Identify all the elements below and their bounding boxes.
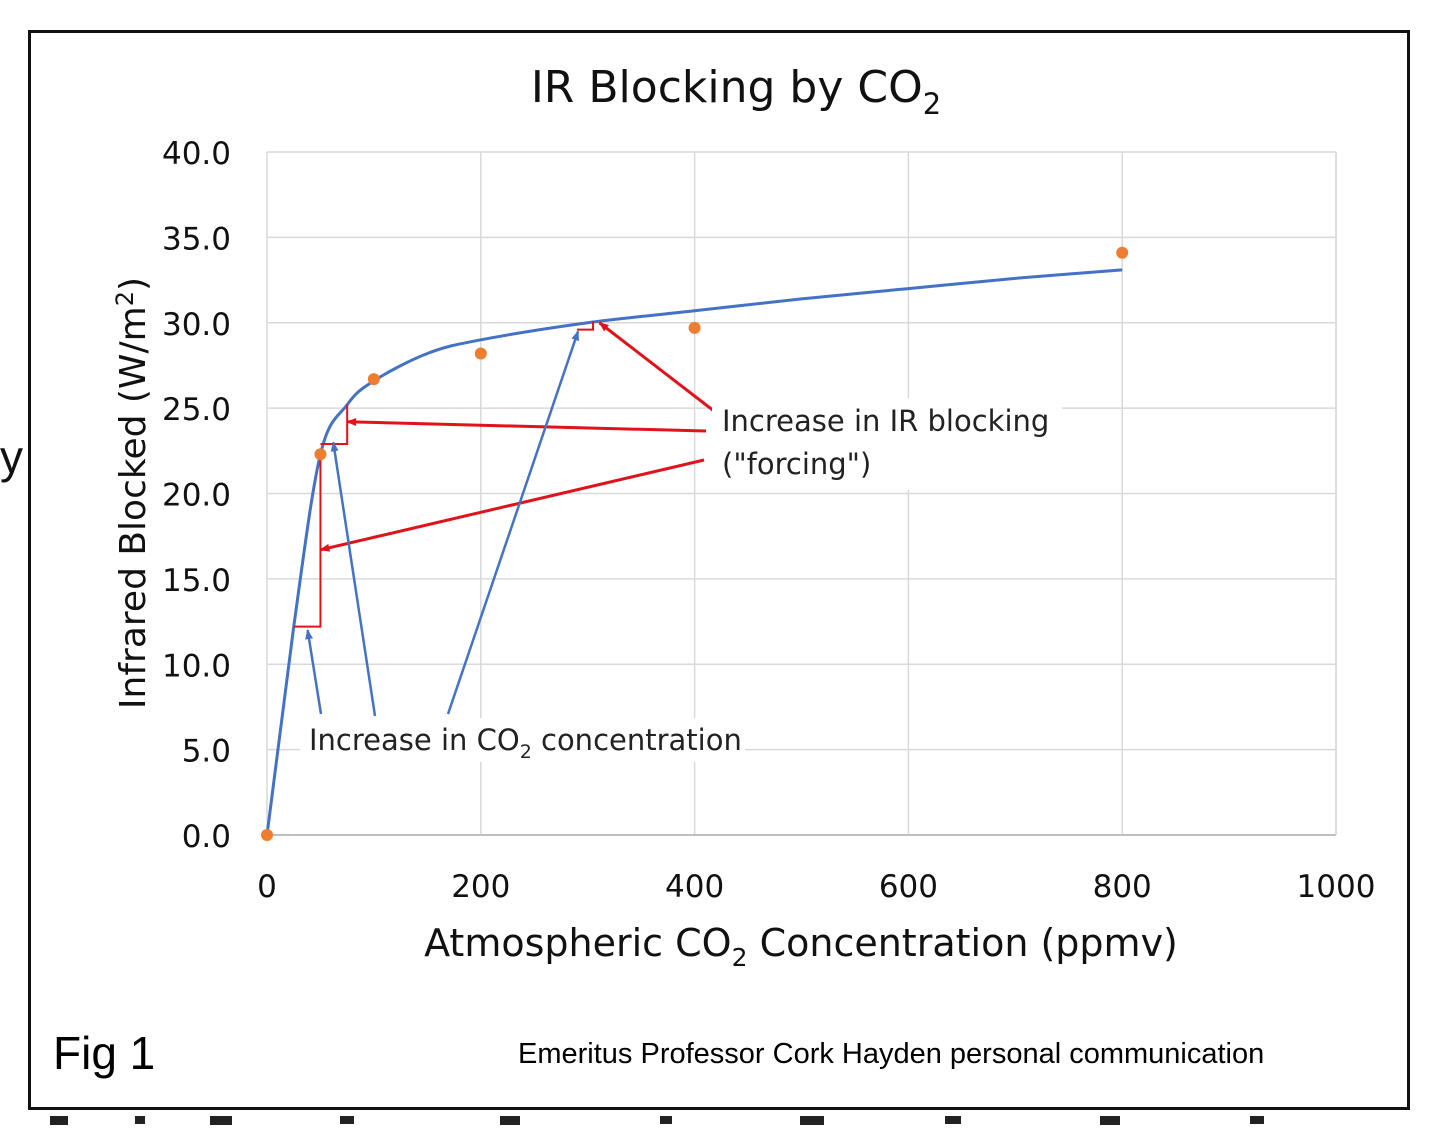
y-tick-label: 20.0 [162, 478, 231, 514]
x-axis-title-subscript: 2 [732, 943, 748, 972]
x-tick-label: 800 [1093, 869, 1152, 905]
forcing-step [577, 321, 595, 331]
x-tick-label: 400 [665, 869, 724, 905]
chart-title-main: IR Blocking by CO [531, 62, 923, 113]
data-point [261, 829, 273, 841]
data-point [688, 321, 701, 334]
data-point [367, 373, 380, 386]
x-axis-title-prefix: Atmospheric CO [424, 921, 731, 965]
y-tick-label: 40.0 [162, 136, 231, 172]
cropped-text-fragment [50, 1116, 1264, 1125]
arrow-ir-blocking [346, 418, 707, 433]
arrow-ir-blocking [598, 321, 715, 413]
annotation-ir-line2: ("forcing") [722, 447, 871, 481]
forcing-step [320, 404, 349, 445]
gridlines [266, 151, 1337, 836]
tick-labels: 0.0 5.0 10.0 15.0 20.0 25.0 30.0 35.0 40.0 0 200 40… [162, 136, 1375, 905]
annotation-co2-prefix: Increase in CO [309, 723, 520, 757]
y-tick-label: 15.0 [162, 563, 231, 599]
arrow-co2-increase [330, 441, 377, 717]
axes [267, 152, 1337, 836]
arrow-ir-blocking [319, 458, 705, 552]
data-points-layer [261, 246, 1129, 841]
fit-curve-layer [265, 268, 1123, 836]
x-tick-label: 1000 [1297, 869, 1376, 905]
x-axis-title: Atmospheric CO2 Concentration (ppmv) [424, 921, 1178, 972]
y-axis-title-superscript: 2 [111, 291, 139, 306]
arrow-co2-increase [305, 629, 323, 715]
y-tick-label: 5.0 [182, 734, 231, 770]
y-axis-title: Infrared Blocked (W/m2) [111, 277, 154, 709]
forcing-step [293, 454, 322, 628]
y-tick-label: 25.0 [162, 392, 231, 428]
forcing-steps-layer [293, 321, 595, 628]
y-axis-title-prefix: Infrared Blocked (W/m [113, 306, 154, 709]
annotation-co2-label: Increase in CO2 concentration [309, 723, 742, 763]
y-axis-title-suffix: ) [113, 277, 154, 291]
y-tick-label: 30.0 [162, 307, 231, 343]
x-axis-title-suffix: Concentration (ppmv) [748, 921, 1178, 965]
x-tick-label: 600 [879, 869, 938, 905]
figure-label: Fig 1 [53, 1027, 156, 1079]
y-tick-label: 10.0 [162, 648, 231, 684]
stray-glyph: y [0, 431, 23, 483]
annotation-arrows [305, 321, 715, 717]
arrow-co2-increase [446, 330, 580, 715]
x-tick-label: 200 [451, 869, 510, 905]
y-tick-label: 0.0 [182, 819, 231, 855]
annotation-ir-bg [712, 398, 1062, 490]
figure-frame [28, 30, 1410, 1110]
annotation-co2-subscript: 2 [520, 741, 532, 763]
x-tick-label: 0 [257, 869, 277, 905]
data-point [474, 347, 487, 360]
data-point [1116, 246, 1129, 259]
y-tick-label: 35.0 [162, 221, 231, 257]
chart-title-subscript: 2 [923, 87, 941, 121]
data-point [314, 448, 327, 461]
annotation-co2-bg [300, 718, 745, 762]
annotation-ir-line1: Increase in IR blocking [722, 404, 1049, 438]
fit-curve [265, 268, 1123, 836]
annotation-co2-suffix: concentration [532, 723, 742, 757]
credit-line: Emeritus Professor Cork Hayden personal … [518, 1038, 1265, 1070]
chart-title: IR Blocking by CO2 [531, 62, 941, 121]
